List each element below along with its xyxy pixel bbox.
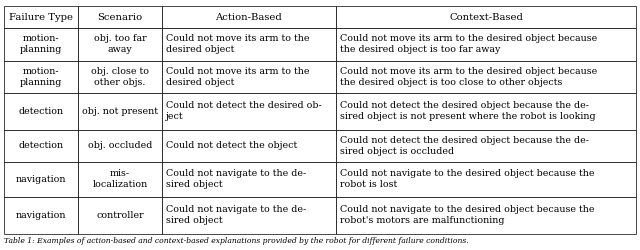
Bar: [79, 93, 162, 130]
Bar: [162, 6, 336, 28]
Text: Could not navigate to the de-
sired object: Could not navigate to the de- sired obje…: [166, 205, 306, 225]
Text: controller: controller: [97, 211, 144, 220]
Bar: [336, 162, 636, 197]
Text: Could not navigate to the desired object because the
robot is lost: Could not navigate to the desired object…: [340, 169, 594, 189]
Text: motion-
planning: motion- planning: [20, 67, 62, 87]
Bar: [162, 93, 336, 130]
Text: detection: detection: [19, 141, 64, 150]
Bar: [162, 162, 336, 197]
Bar: [79, 197, 162, 234]
Text: Could not detect the desired object because the de-
sired object is not present : Could not detect the desired object beca…: [340, 102, 595, 121]
Text: Table 1: Examples of action-based and context-based explanations provided by the: Table 1: Examples of action-based and co…: [4, 237, 468, 245]
Text: Could not move its arm to the desired object because
the desired object is too c: Could not move its arm to the desired ob…: [340, 67, 597, 87]
Text: detection: detection: [19, 107, 64, 116]
Bar: [4, 130, 79, 162]
Bar: [336, 130, 636, 162]
Bar: [336, 197, 636, 234]
Bar: [4, 162, 79, 197]
Bar: [336, 6, 636, 28]
Text: Context-Based: Context-Based: [449, 12, 523, 22]
Text: Action-Based: Action-Based: [216, 12, 282, 22]
Text: navigation: navigation: [16, 211, 67, 220]
Bar: [162, 28, 336, 60]
Bar: [4, 60, 79, 93]
Bar: [162, 60, 336, 93]
Text: obj. close to
other objs.: obj. close to other objs.: [91, 67, 149, 87]
Text: obj. too far
away: obj. too far away: [94, 34, 147, 54]
Text: Could not move its arm to the desired object because
the desired object is too f: Could not move its arm to the desired ob…: [340, 34, 597, 54]
Bar: [162, 197, 336, 234]
Bar: [336, 60, 636, 93]
Text: obj. not present: obj. not present: [82, 107, 158, 116]
Bar: [79, 162, 162, 197]
Text: Could not detect the object: Could not detect the object: [166, 141, 297, 150]
Bar: [79, 28, 162, 60]
Bar: [4, 6, 79, 28]
Bar: [162, 130, 336, 162]
Text: Could not move its arm to the
desired object: Could not move its arm to the desired ob…: [166, 34, 309, 54]
Bar: [4, 197, 79, 234]
Text: Scenario: Scenario: [98, 12, 143, 22]
Bar: [336, 93, 636, 130]
Bar: [79, 6, 162, 28]
Text: Could not detect the desired ob-
ject: Could not detect the desired ob- ject: [166, 102, 321, 121]
Text: obj. occluded: obj. occluded: [88, 141, 152, 150]
Bar: [336, 28, 636, 60]
Text: Could not detect the desired object because the de-
sired object is occluded: Could not detect the desired object beca…: [340, 136, 589, 156]
Bar: [79, 130, 162, 162]
Text: navigation: navigation: [16, 175, 67, 184]
Bar: [79, 60, 162, 93]
Text: Could not navigate to the desired object because the
robot's motors are malfunct: Could not navigate to the desired object…: [340, 205, 594, 225]
Bar: [4, 28, 79, 60]
Text: Failure Type: Failure Type: [9, 12, 73, 22]
Text: Could not navigate to the de-
sired object: Could not navigate to the de- sired obje…: [166, 169, 306, 189]
Text: Could not move its arm to the
desired object: Could not move its arm to the desired ob…: [166, 67, 309, 87]
Text: mis-
localization: mis- localization: [93, 169, 148, 189]
Text: motion-
planning: motion- planning: [20, 34, 62, 54]
Bar: [4, 93, 79, 130]
